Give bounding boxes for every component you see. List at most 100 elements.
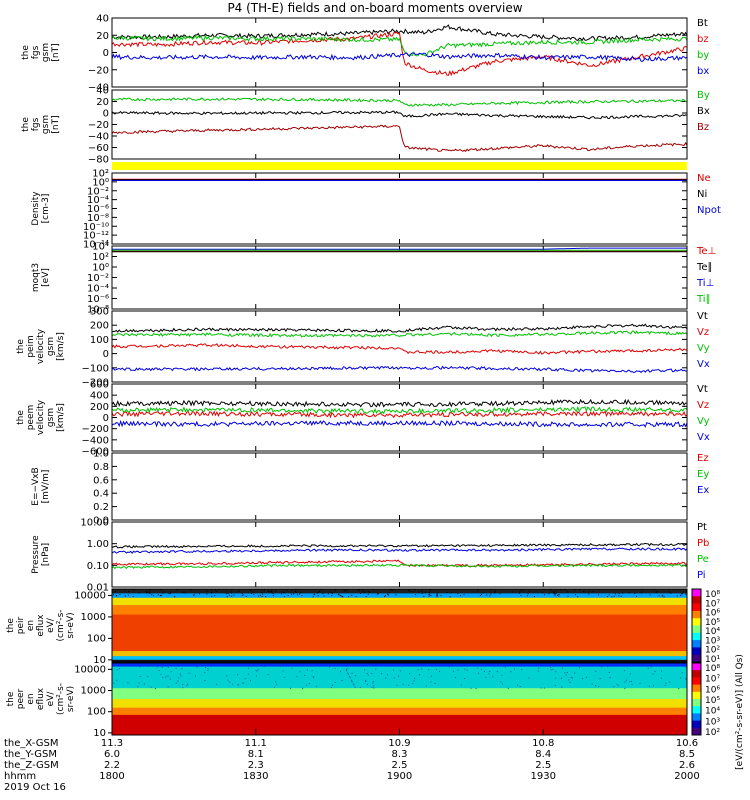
spectrogram-pixel	[242, 594, 244, 596]
spectrogram-pixel	[342, 596, 344, 598]
spectrogram-pixel	[174, 596, 176, 598]
spectrogram-pixel	[388, 592, 390, 594]
spectrogram-pixel	[412, 591, 414, 593]
panel-frame	[111, 17, 688, 88]
spectrogram-pixel	[177, 680, 179, 682]
spectrogram-pixel	[511, 591, 513, 593]
spectrogram-pixel	[558, 595, 560, 597]
spectrogram-pixel	[371, 672, 373, 674]
ytick-label: 10⁰	[92, 263, 109, 274]
spectrogram-pixel	[641, 592, 643, 594]
colorbar-segment	[692, 727, 701, 736]
panel-efield: E=−VxB [mV/m] 1.0 0.8 0.6 0.4 0.2 0.0 Ez Ey Ex	[31, 449, 709, 527]
spectrogram-pixel	[516, 684, 518, 686]
panel-ylabel: moqt3 [eV]	[31, 263, 51, 292]
colorbar-tick-label: 10⁷	[705, 675, 720, 685]
spectrogram-pixel	[362, 589, 364, 591]
spectrogram-pixel	[389, 589, 391, 591]
ytick-label: 10⁻⁶	[87, 204, 109, 215]
spectrogram-pixel	[267, 673, 269, 675]
spectrogram-pixel	[151, 664, 153, 666]
spectrogram-pixel	[272, 592, 274, 594]
spectrogram-pixel	[624, 687, 626, 689]
spectrogram-pixel	[343, 589, 345, 591]
panel-fgs-gsm: the fgs gsm [nT] 40 20 0 −20 −40 Bt bz by bx	[21, 14, 709, 94]
spectrogram-pixel	[552, 669, 554, 671]
spectrogram-pixel	[414, 677, 416, 679]
spectrogram-pixel	[347, 589, 349, 591]
spectrogram-pixel	[430, 594, 432, 596]
ytick-label: 0	[103, 413, 109, 424]
colorbar-frame	[691, 588, 702, 663]
ylabel-line: peir	[16, 616, 26, 634]
spectrogram-pixel	[685, 667, 687, 669]
colorbar-tick-label: 10⁴	[705, 707, 720, 717]
series-line-Pt	[111, 542, 688, 549]
colorbar-tick-label: 10⁸	[705, 590, 720, 600]
spectrogram-pixel	[440, 595, 442, 597]
spectrogram-pixel	[283, 596, 285, 598]
spectrogram-pixel	[147, 676, 149, 678]
spectrogram-pixel	[631, 684, 633, 686]
xaxis-row-label: the_Y-GSM	[4, 749, 57, 760]
series-line-Bt	[111, 24, 688, 42]
panel-frame	[111, 310, 688, 383]
ytick-label: 1000	[81, 612, 106, 623]
spectrogram-pixel	[392, 589, 394, 591]
panel-ylabel: the peer en eflux eV/(cm²-s-sr-eV)	[6, 683, 76, 715]
spectrogram-pixel	[300, 592, 302, 594]
spectrogram-pixel	[280, 665, 282, 667]
spectrogram-pixel	[259, 594, 261, 596]
spectrogram-pixel	[623, 670, 625, 672]
spectrogram-pixel	[652, 685, 654, 687]
spectrogram-pixel	[412, 683, 414, 685]
spectrogram-pixel	[162, 592, 164, 594]
spectrogram-pixel	[494, 592, 496, 594]
spectrogram-pixel	[661, 595, 663, 597]
spectrogram-pixel	[158, 670, 160, 672]
colorbar-tick-label: 10²	[705, 646, 720, 656]
spectrogram-pixel	[143, 683, 145, 685]
spectrogram-pixel	[255, 669, 257, 671]
spectrogram-pixel	[577, 596, 579, 598]
spectrogram-pixel	[377, 593, 379, 595]
xaxis-value: 2.5	[392, 760, 408, 771]
xaxis-row-label: the_X-GSM	[4, 738, 58, 749]
spectrogram-pixel	[147, 592, 149, 594]
spectrogram-pixel	[555, 671, 557, 673]
spectrogram-pixel	[600, 666, 602, 668]
spectrogram-pixel	[685, 590, 687, 592]
spectrogram-band	[112, 666, 687, 689]
spectrogram-pixel	[561, 677, 563, 679]
spectrogram-pixel	[583, 591, 585, 593]
spectrogram-pixel	[409, 590, 411, 592]
spectrogram-pixel	[430, 681, 432, 683]
spectrogram-pixel	[351, 672, 353, 674]
spectrogram-band	[112, 593, 687, 599]
spectrogram-pixel	[391, 589, 393, 591]
spectrogram-pixel	[113, 594, 115, 596]
ylabel-line: gsm	[41, 115, 51, 134]
spectrogram-pixel	[586, 676, 588, 678]
legend-Bt: Bt	[697, 18, 708, 29]
ylabel-line: velocity	[36, 328, 46, 364]
colorbar-tick-label: 10⁶	[705, 609, 720, 619]
spectrogram-pixel	[478, 672, 480, 674]
spectrogram-pixel	[299, 671, 301, 673]
spectrogram-pixel	[453, 664, 455, 666]
ylabel-line: [mV/m]	[41, 470, 51, 504]
ylabel-line: (cm²-s-	[56, 609, 66, 641]
xaxis-value: 8.5	[679, 749, 695, 760]
spectrogram-pixel	[544, 594, 546, 596]
spectrogram-pixel	[385, 677, 387, 679]
ylabel-line: the	[6, 691, 16, 706]
series-line-Vy	[111, 405, 688, 415]
legend-Ti∥: Ti∥	[696, 294, 711, 305]
spectrogram-pixel	[570, 676, 572, 678]
xaxis-value: 1930	[531, 771, 556, 782]
panel-frame	[111, 452, 688, 521]
spectrogram-pixel	[468, 663, 470, 665]
